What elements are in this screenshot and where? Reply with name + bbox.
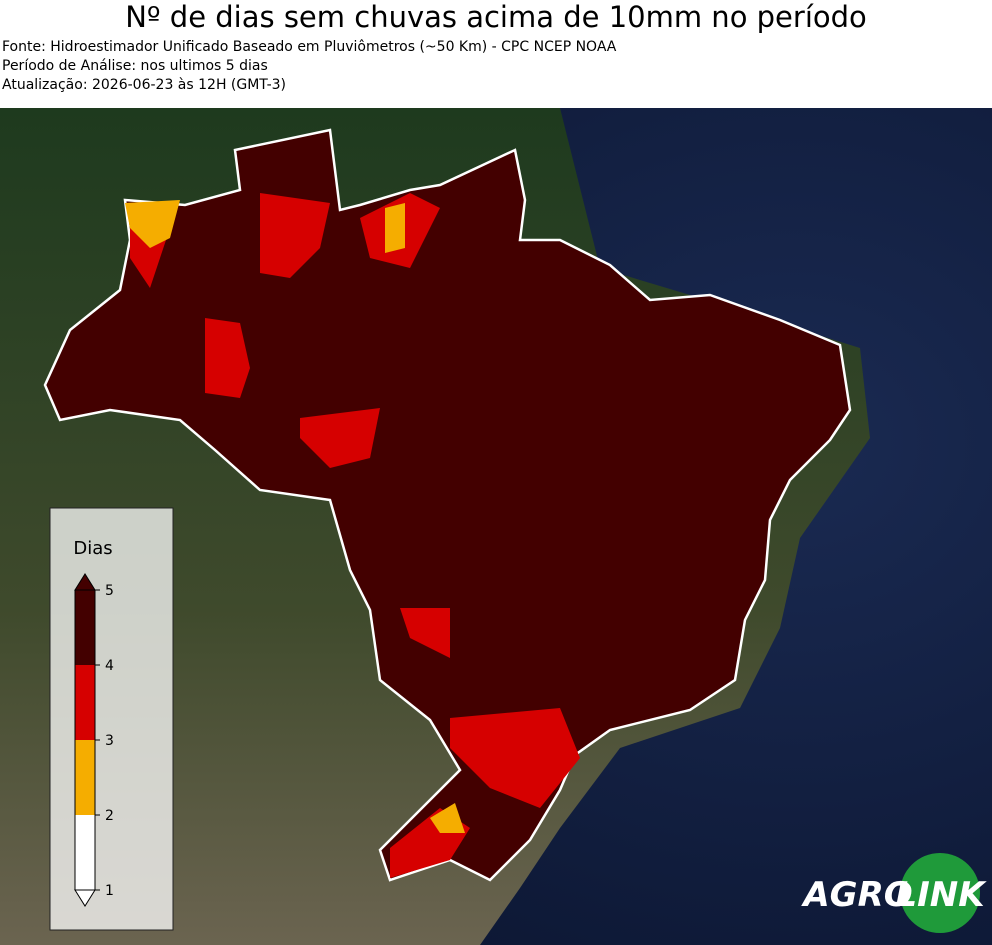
title: Nº de dias sem chuvas acima de 10mm no p… (125, 0, 867, 34)
colorbar-tick-label: 2 (105, 808, 114, 824)
legend-box (49, 507, 174, 931)
colorbar-tick-label: 4 (105, 658, 114, 674)
colorbar-segment (75, 740, 95, 815)
red-area (300, 408, 380, 468)
red-area (450, 708, 580, 808)
update: Atualização: 2026-06-23 às 12H (GMT-3) (2, 77, 286, 93)
red-area (260, 193, 330, 278)
legend-title: Dias (73, 538, 112, 559)
brazil (43, 128, 852, 882)
colorbar-segment (75, 590, 95, 665)
colorbar-segment (75, 665, 95, 740)
orange-area (430, 803, 465, 833)
logo-link: LINK (895, 875, 987, 915)
red-area (205, 318, 250, 398)
header: Nº de dias sem chuvas acima de 10mm no p… (0, 0, 992, 108)
colorbar-segment (75, 815, 95, 890)
orange-area (125, 200, 180, 248)
logo: AGRO LINK (800, 853, 987, 933)
colorbar-tick-label: 5 (105, 583, 114, 599)
logo-circle (900, 853, 980, 933)
zone-orange (125, 200, 465, 833)
map: Dias 1 2 3 4 5 AGRO LINK (0, 108, 992, 945)
logo-agro: AGRO (800, 875, 912, 915)
source: Fonte: Hidroestimador Unificado Baseado … (2, 39, 617, 55)
orange-area (385, 203, 405, 253)
period: Período de Análise: nos ultimos 5 dias (2, 58, 268, 74)
colorbar-tick-label: 3 (105, 733, 114, 749)
colorbar-tick-label: 1 (105, 883, 114, 899)
colorbar: 1 2 3 4 5 (74, 573, 114, 907)
red-area (400, 608, 450, 658)
